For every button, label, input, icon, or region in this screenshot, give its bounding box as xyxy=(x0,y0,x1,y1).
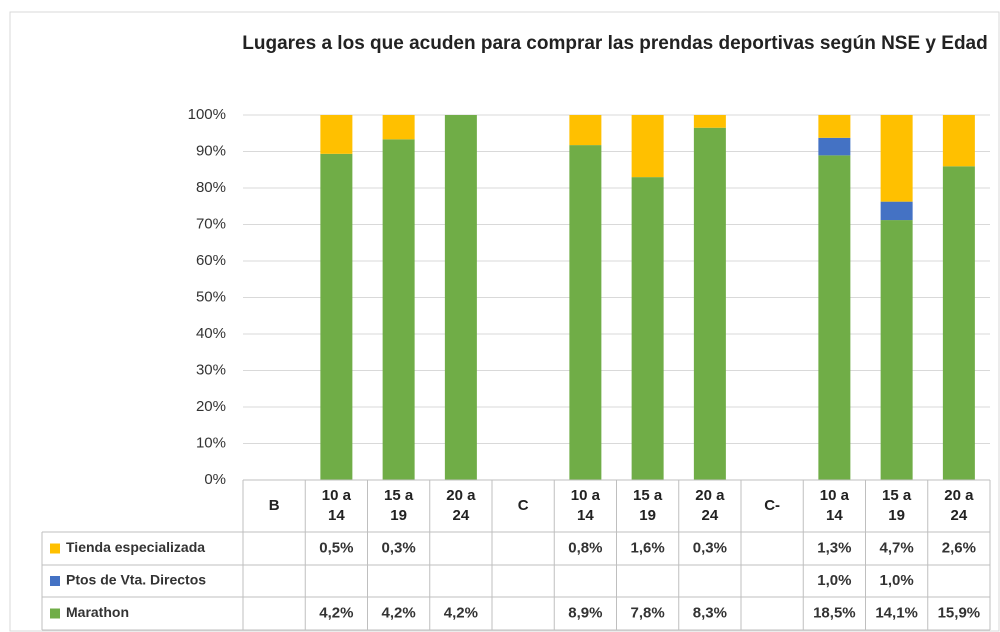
y-tick-label: 80% xyxy=(196,179,226,196)
category-cell: C xyxy=(517,497,529,514)
bar-segment xyxy=(693,127,726,481)
legend-swatch xyxy=(50,543,60,554)
x-tick-label: 10 a 14 xyxy=(570,487,600,524)
bar-segment xyxy=(880,115,913,202)
bar-segment xyxy=(880,220,913,481)
y-tick-label: 90% xyxy=(196,142,226,159)
bar-segment xyxy=(444,115,477,480)
data-label: 4,2% xyxy=(444,604,478,621)
legend-swatch xyxy=(50,576,60,586)
category-cell: B xyxy=(268,497,280,514)
x-tick-label: 15 a 19 xyxy=(633,487,663,524)
bar-segment xyxy=(569,115,602,146)
bar-segment xyxy=(818,137,851,156)
data-label: 15,9% xyxy=(938,604,981,621)
data-label: 7,8% xyxy=(631,604,665,621)
bar-segment xyxy=(693,115,726,128)
x-tick-label: 10 a 14 xyxy=(819,487,849,524)
x-tick-label: 20 a 24 xyxy=(695,487,725,524)
x-tick-label: C xyxy=(517,497,529,514)
data-label: 0,3% xyxy=(693,539,727,556)
bar-segment xyxy=(320,115,353,154)
bar-segment xyxy=(382,115,415,140)
y-tick-label: 20% xyxy=(196,398,226,415)
bar-segment xyxy=(880,201,913,221)
title-box: Lugares a los que acuden para comprar la… xyxy=(242,33,988,54)
data-label: 1,6% xyxy=(631,539,665,556)
legend-label: Marathon xyxy=(66,604,129,620)
data-label: 2,6% xyxy=(942,539,976,556)
category-cell: 15 a 19 xyxy=(384,487,414,524)
y-tick-label: 50% xyxy=(196,288,226,305)
category-cell: 15 a 19 xyxy=(882,487,912,524)
x-tick-label: 20 a 24 xyxy=(446,487,476,524)
data-label: 0,5% xyxy=(319,539,353,556)
bar-segment xyxy=(382,139,415,481)
data-label: 4,7% xyxy=(880,539,914,556)
category-cell: 20 a 24 xyxy=(695,487,725,524)
bar-segment xyxy=(818,115,851,138)
data-label: 18,5% xyxy=(813,604,856,621)
x-tick-label: 20 a 24 xyxy=(944,487,974,524)
chart-border xyxy=(9,11,1000,632)
bar-segment xyxy=(942,115,975,167)
y-tick-label: 100% xyxy=(188,106,226,123)
x-tick-label: B xyxy=(268,497,280,514)
category-cell: 15 a 19 xyxy=(633,487,663,524)
data-label: 8,9% xyxy=(568,604,602,621)
y-tick-label: 70% xyxy=(196,215,226,232)
data-label: 0,8% xyxy=(568,539,602,556)
bar-segment xyxy=(818,155,851,480)
y-tick-label: 0% xyxy=(204,471,226,488)
y-tick-label: 40% xyxy=(196,325,226,342)
x-tick-label: 10 a 14 xyxy=(321,487,351,524)
data-label: 4,2% xyxy=(319,604,353,621)
y-tick-label: 60% xyxy=(196,252,226,269)
data-label: 1,0% xyxy=(817,572,851,589)
category-cell: 10 a 14 xyxy=(570,487,600,524)
bar-segment xyxy=(569,145,602,480)
category-cell: 10 a 14 xyxy=(321,487,351,524)
category-cell: 20 a 24 xyxy=(446,487,476,524)
legend-label: Ptos de Vta. Directos xyxy=(66,572,206,588)
data-label: 1,0% xyxy=(880,572,914,589)
data-label: 0,3% xyxy=(382,539,416,556)
x-tick-label: C- xyxy=(764,497,781,514)
data-label: 1,3% xyxy=(817,539,851,556)
category-cell: 20 a 24 xyxy=(944,487,974,524)
data-label: 8,3% xyxy=(693,604,727,621)
legend-label: Tienda especializada xyxy=(66,539,205,555)
category-cell: C- xyxy=(764,497,781,514)
data-label: 14,1% xyxy=(875,604,918,621)
bar-segment xyxy=(631,177,664,480)
data-label: 4,2% xyxy=(382,604,416,621)
bar-segment xyxy=(320,153,353,481)
y-tick-label: 30% xyxy=(196,361,226,378)
x-tick-label: 15 a 19 xyxy=(882,487,912,524)
x-tick-label: 15 a 19 xyxy=(384,487,414,524)
bar-segment xyxy=(631,115,664,178)
legend-swatch xyxy=(50,608,60,619)
category-cell: 10 a 14 xyxy=(819,487,849,524)
y-tick-label: 10% xyxy=(196,434,226,451)
bar-segment xyxy=(942,166,975,480)
chart-title: Lugares a los que acuden para comprar la… xyxy=(242,33,988,54)
